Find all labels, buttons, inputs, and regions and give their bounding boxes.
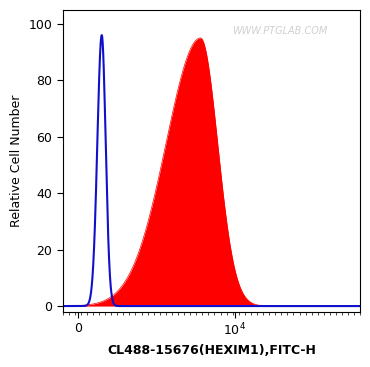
Y-axis label: Relative Cell Number: Relative Cell Number [10,95,23,227]
Text: WWW.PTGLAB.COM: WWW.PTGLAB.COM [232,26,327,36]
X-axis label: CL488-15676(HEXIM1),FITC-H: CL488-15676(HEXIM1),FITC-H [107,344,316,357]
